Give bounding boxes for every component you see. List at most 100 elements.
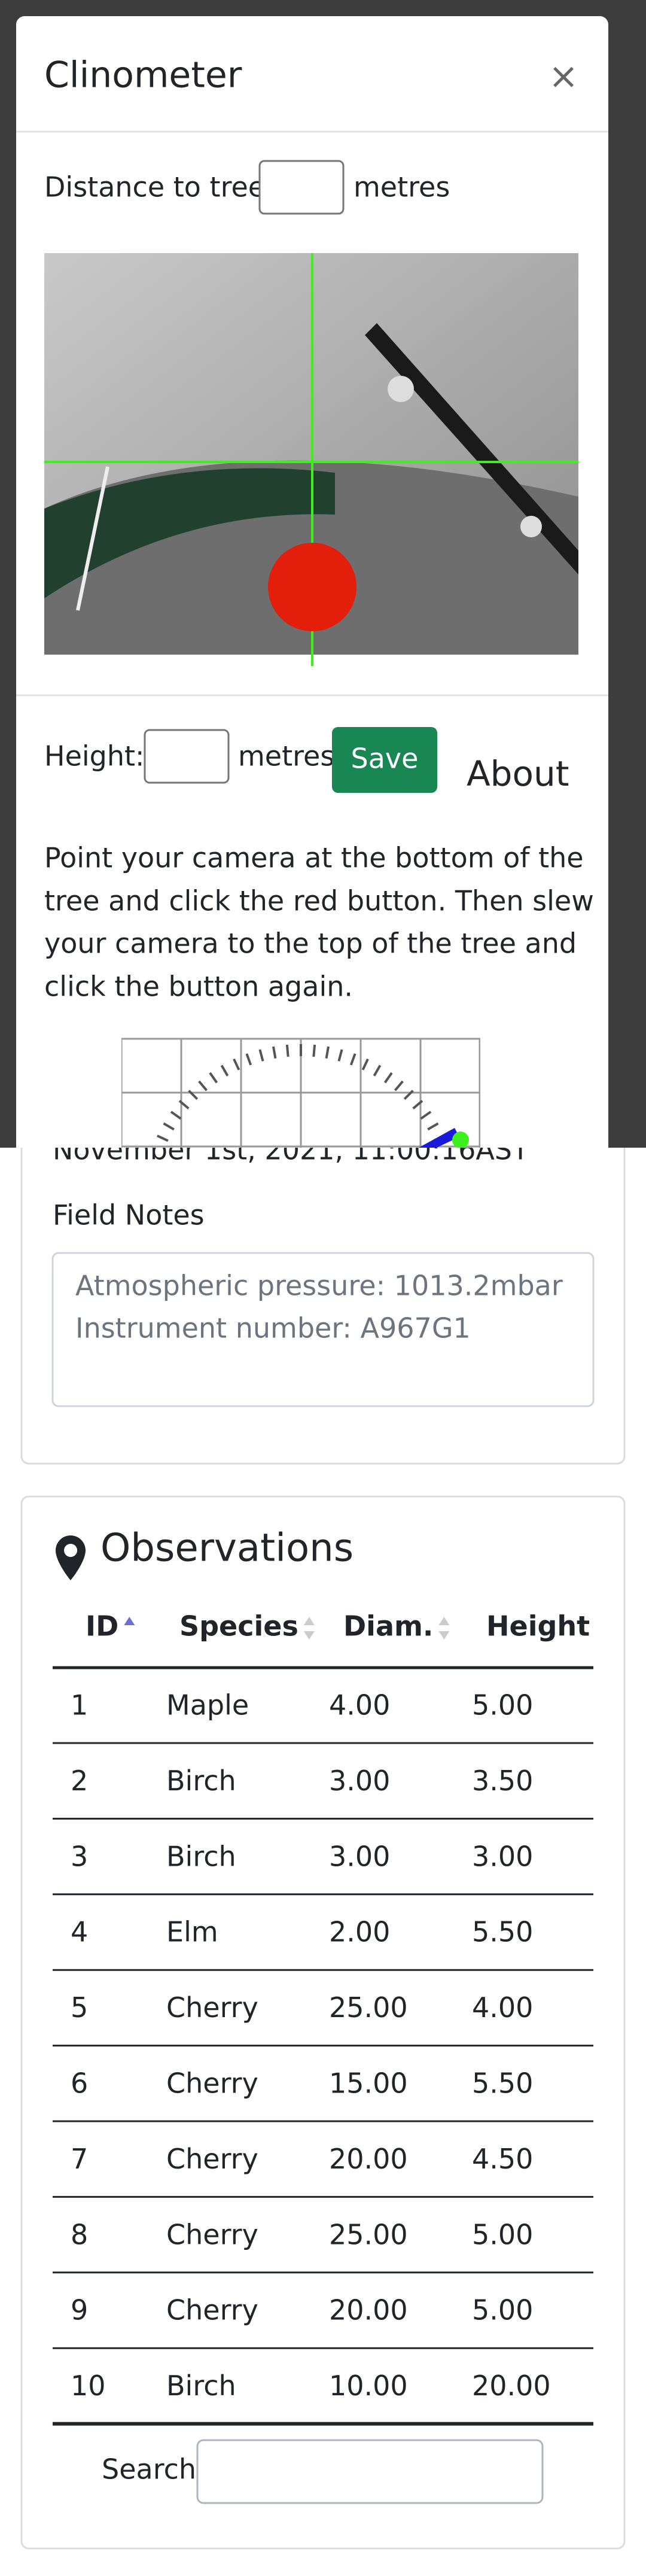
- table-cell: Cherry: [166, 2218, 258, 2250]
- table-cell: Cherry: [166, 2143, 258, 2175]
- gauge-tick: [178, 1100, 190, 1110]
- field-notes-textarea[interactable]: [51, 1252, 595, 1407]
- gauge-tick: [272, 1046, 277, 1059]
- placeholder-line: Atmospheric pressure: 1013.2mbar: [75, 1270, 563, 1302]
- gauge-tick: [394, 1080, 404, 1091]
- rail: [365, 323, 578, 574]
- save-button-label: Save: [351, 743, 419, 775]
- table-cell: 5.00: [472, 1689, 533, 1722]
- gauge-tick: [403, 1090, 414, 1100]
- height-input[interactable]: [144, 729, 230, 784]
- sort-up: [124, 1617, 135, 1625]
- observations-title: Observations: [100, 1526, 354, 1571]
- gauge-tick: [198, 1080, 208, 1091]
- distance-label: Distance to tree:: [44, 171, 275, 203]
- table-cell: 4.00: [329, 1689, 390, 1722]
- table-cell: Birch: [166, 1840, 236, 1872]
- height-label: Height:: [44, 740, 145, 773]
- distance-input[interactable]: [258, 160, 345, 215]
- instruction-line: click the button again.: [44, 971, 353, 1003]
- table-cell: 5: [71, 1991, 88, 2024]
- table-cell: 3.00: [329, 1765, 390, 1797]
- table-cell: 9: [71, 2294, 88, 2326]
- table-cell: Birch: [166, 2370, 236, 2402]
- gauge-tick: [337, 1049, 343, 1062]
- table-cell: 5.50: [472, 1916, 533, 1948]
- gauge-tick: [209, 1072, 218, 1084]
- lamp: [520, 516, 542, 537]
- modal-title: Clinometer: [44, 54, 242, 96]
- gauge-tick: [156, 1135, 169, 1142]
- dark-band: [44, 468, 335, 598]
- gauge-tick: [233, 1058, 240, 1070]
- table-cell: 10: [71, 2370, 106, 2402]
- gauge-tick: [312, 1044, 316, 1057]
- table-cell: 2.00: [329, 1916, 390, 1948]
- table-cell: 5.50: [472, 2067, 533, 2100]
- table-cell: 25.00: [329, 1991, 408, 2024]
- save-button[interactable]: [332, 727, 437, 793]
- gauge-tick: [412, 1100, 423, 1110]
- search-label: Search:: [102, 2453, 206, 2486]
- pole: [76, 466, 109, 611]
- sort-down: [303, 1631, 315, 1640]
- table-cell: Cherry: [166, 2294, 258, 2326]
- gauge-tick: [258, 1049, 264, 1062]
- gauge-tick: [325, 1046, 330, 1059]
- table-cell: 5.00: [472, 2218, 533, 2250]
- gauge-tick: [373, 1065, 382, 1076]
- height-unit: metres: [238, 740, 334, 773]
- table-cell: 25.00: [329, 2218, 408, 2250]
- gauge: [121, 1038, 480, 1148]
- gauge-tick: [349, 1053, 356, 1066]
- sort-down: [438, 1631, 450, 1640]
- placeholder-line: Instrument number: A967G1: [75, 1312, 471, 1345]
- table-cell: 20.00: [329, 2143, 408, 2175]
- column-header[interactable]: Species: [179, 1610, 298, 1643]
- table-cell: Maple: [166, 1689, 249, 1722]
- gauge-tick: [170, 1111, 182, 1120]
- column-header[interactable]: Height: [486, 1610, 590, 1643]
- capture-button[interactable]: [268, 543, 356, 631]
- instruction-line: your camera to the top of the tree and: [44, 927, 577, 960]
- table-cell: 8: [71, 2218, 88, 2250]
- observations-table: ID Species Diam. Height 1 Maple 4.00 5.00 2 Birch…: [53, 1610, 593, 2426]
- about-heading: About: [467, 753, 569, 794]
- gauge-tick: [188, 1090, 199, 1100]
- gauge-tick: [361, 1058, 369, 1070]
- pin-icon: [56, 1535, 86, 1580]
- table-cell: Cherry: [166, 2067, 258, 2100]
- gauge-tick: [245, 1053, 252, 1066]
- table-cell: 4.50: [472, 2143, 533, 2175]
- gauge-tick: [427, 1122, 439, 1131]
- table-cell: 7: [71, 2143, 88, 2175]
- gauge-tick: [383, 1072, 393, 1084]
- table-cell: 4.00: [472, 1991, 533, 2024]
- table-cell: 1: [71, 1689, 88, 1722]
- gauge-needle: [419, 1128, 459, 1148]
- search-input[interactable]: [196, 2439, 544, 2504]
- gauge-tick: [285, 1044, 290, 1057]
- distance-unit: metres: [354, 171, 450, 203]
- instruction-line: Point your camera at the bottom of the: [44, 842, 584, 874]
- column-header[interactable]: Diam.: [343, 1610, 433, 1643]
- lamp: [388, 376, 414, 402]
- observations-card: [20, 1495, 626, 2550]
- table-cell: 10.00: [329, 2370, 408, 2402]
- table-cell: Birch: [166, 1765, 236, 1797]
- column-header[interactable]: ID: [86, 1610, 118, 1643]
- table-cell: 4: [71, 1916, 88, 1948]
- close-button[interactable]: ×: [549, 56, 578, 98]
- table-cell: Elm: [166, 1916, 218, 1948]
- table-cell: 3.00: [329, 1840, 390, 1872]
- table-cell: 2: [71, 1765, 88, 1797]
- table-cell: Cherry: [166, 1991, 258, 2024]
- table-cell: 3.00: [472, 1840, 533, 1872]
- table-cell: 3.50: [472, 1765, 533, 1797]
- modal: Clinometer × Distance to tree: metres He…: [16, 16, 608, 1148]
- table-cell: 3: [71, 1840, 88, 1872]
- field-notes-label: Field Notes: [53, 1199, 205, 1231]
- table-cell: 20.00: [329, 2294, 408, 2326]
